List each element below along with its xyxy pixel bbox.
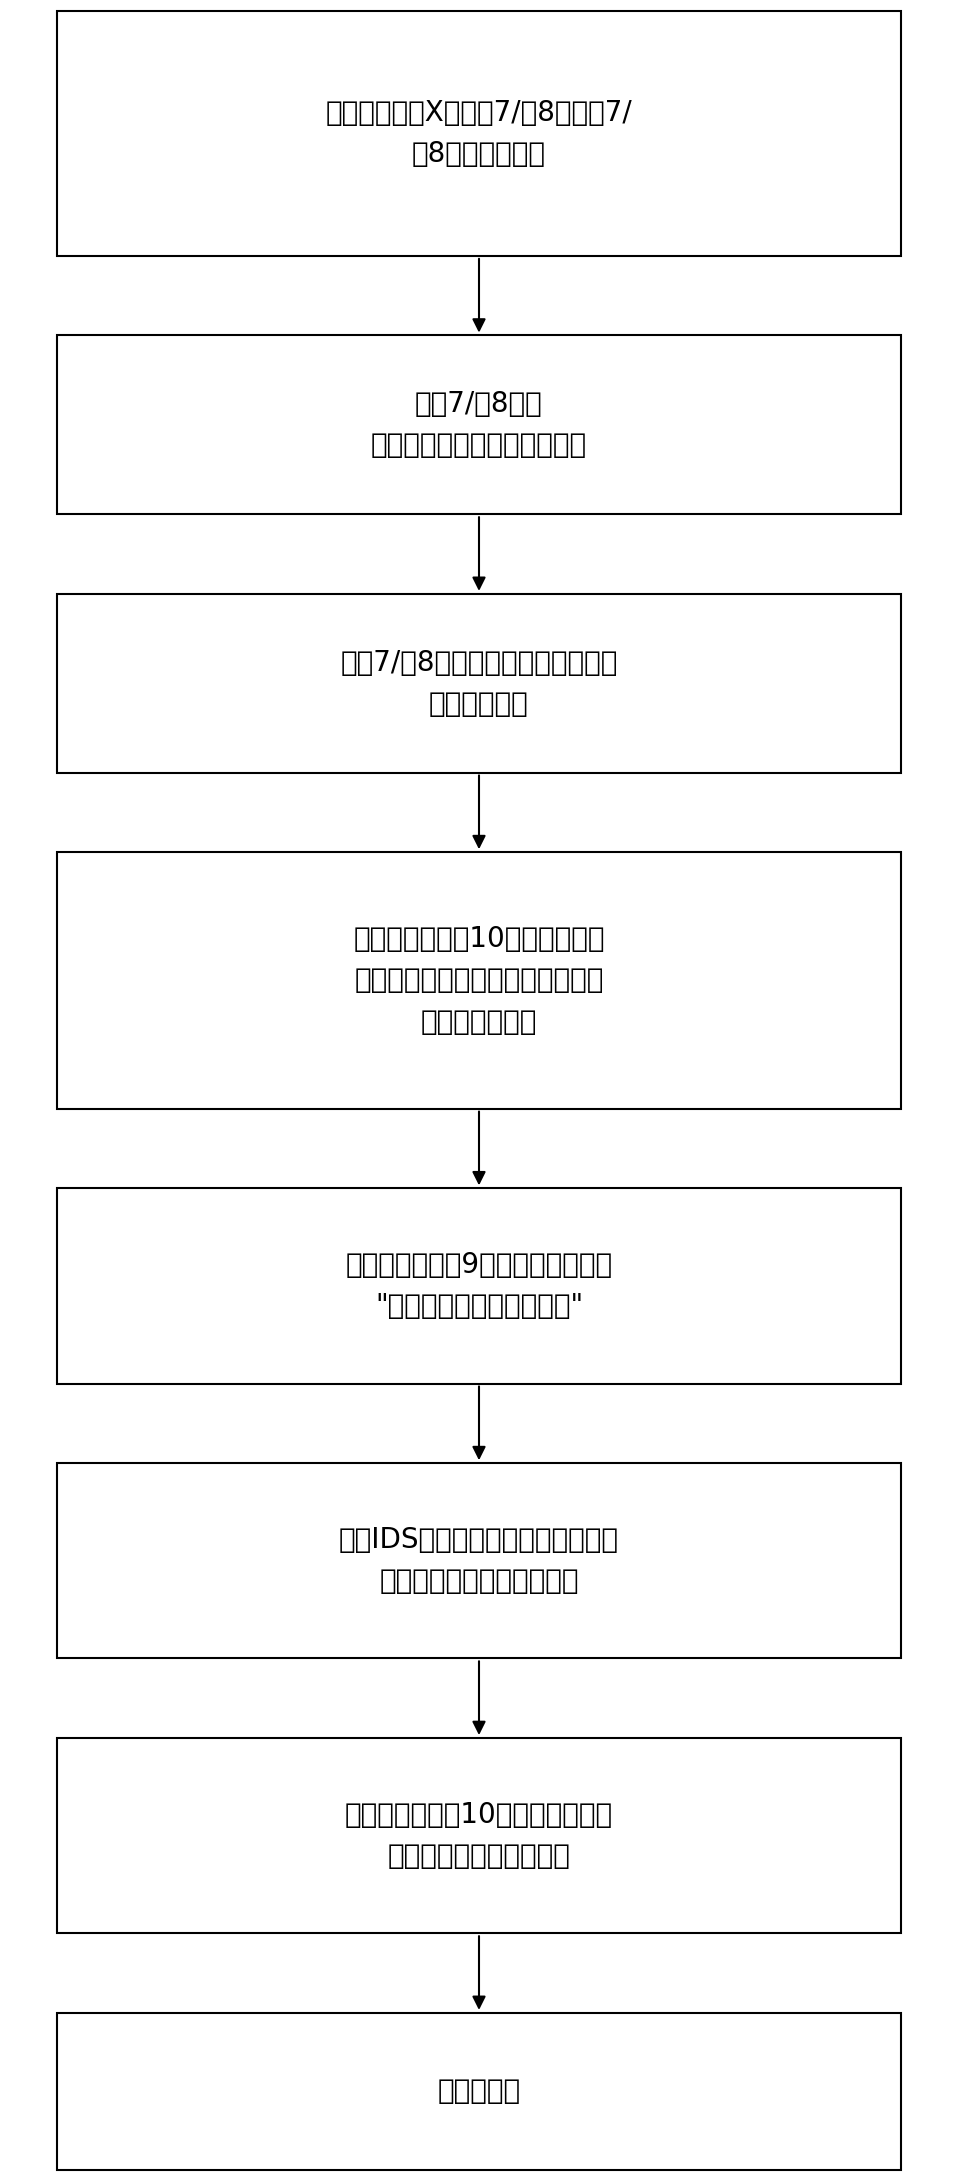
Bar [57, 2013, 901, 2170]
Text: 从接收设备的表9中找到匹配信号的
"对应设备及电连接器简称": 从接收设备的表9中找到匹配信号的 "对应设备及电连接器简称" [346, 1252, 612, 1320]
Bar [57, 593, 901, 772]
Text: 从表7/表8获得各接收设备所涉及信
号的信号内容: 从表7/表8获得各接收设备所涉及信 号的信号内容 [340, 648, 618, 718]
Text: 形成信息流: 形成信息流 [438, 2078, 520, 2105]
Bar [57, 1463, 901, 1658]
Text: 从接收设备的表10中匹配信号内
容，获得接收设备电连接器代号和
接收设备接点号: 从接收设备的表10中匹配信号内 容，获得接收设备电连接器代号和 接收设备接点号 [354, 925, 604, 1036]
Text: 从表7/表8获得
接收设备名称和接收设备代号: 从表7/表8获得 接收设备名称和接收设备代号 [371, 390, 587, 460]
Bar [57, 336, 901, 515]
Text: 筛选出分系统X下的表7/表8，从表7/
表8找出接收设备: 筛选出分系统X下的表7/表8，从表7/ 表8找出接收设备 [326, 98, 632, 168]
Bar [57, 1189, 901, 1383]
Bar [57, 1738, 901, 1932]
Text: 从发送设备的表10中获得匹配信号
的电连接器代号和接点号: 从发送设备的表10中获得匹配信号 的电连接器代号和接点号 [345, 1802, 613, 1871]
Bar [57, 11, 901, 255]
Bar [57, 853, 901, 1108]
Text: 基于IDS命名规则，还原发送设备电
连接器代号和发送设备代号: 基于IDS命名规则，还原发送设备电 连接器代号和发送设备代号 [339, 1527, 619, 1594]
